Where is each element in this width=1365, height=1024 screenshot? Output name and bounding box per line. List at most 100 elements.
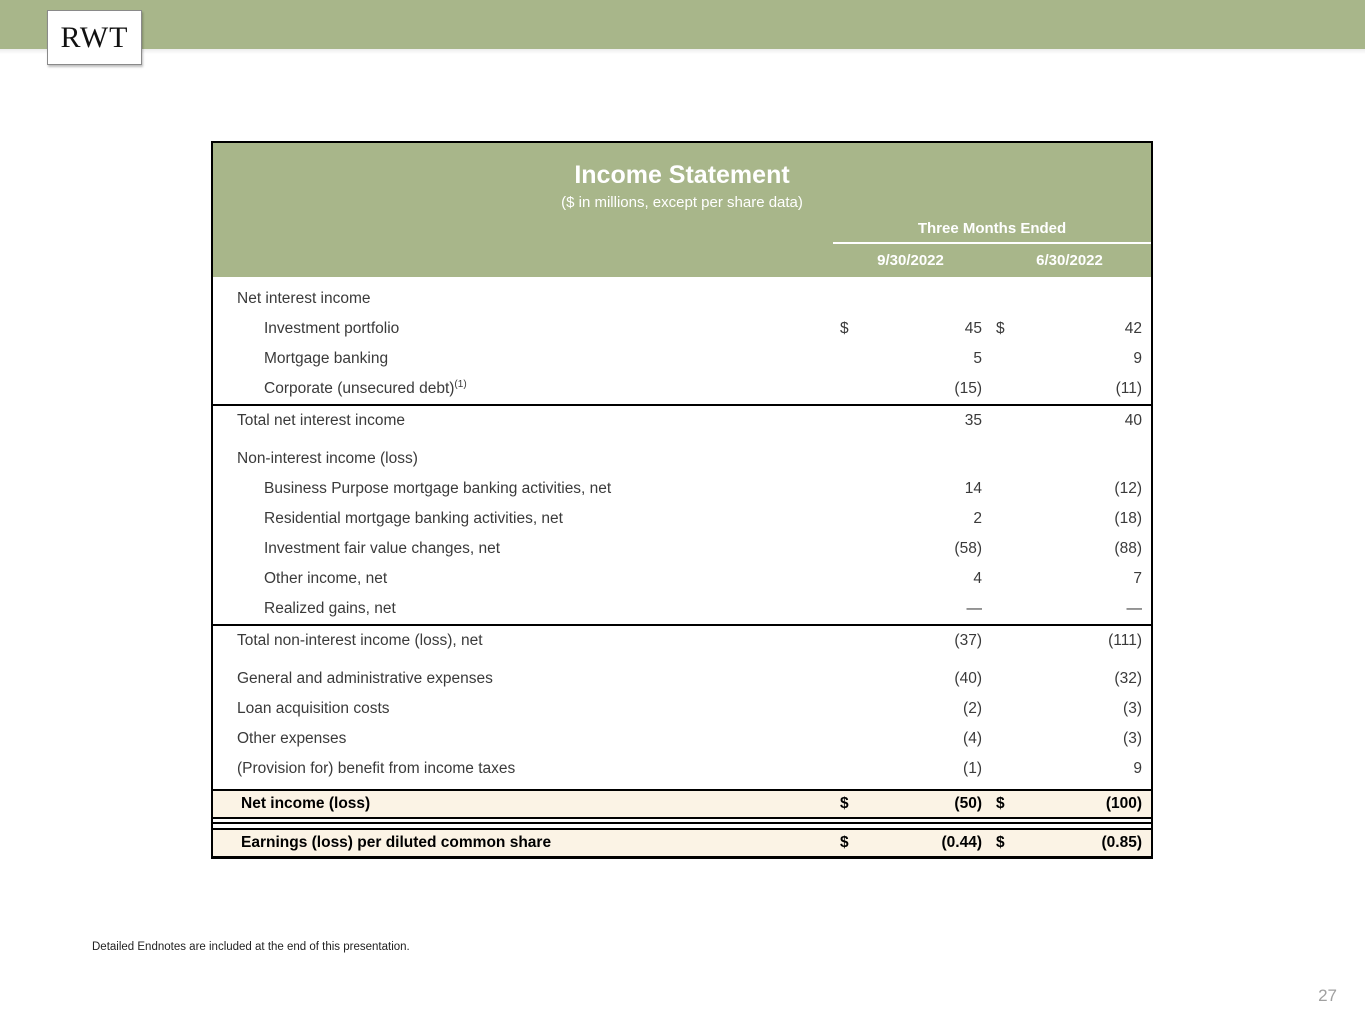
page-number: 27 — [1318, 986, 1337, 1005]
row-label: Other income, net — [264, 570, 388, 587]
value-cell: (1) — [834, 760, 989, 778]
value-cell: $ (0.85) — [989, 834, 1151, 852]
dollar-sign: $ — [840, 834, 849, 851]
value: (32) — [1114, 670, 1142, 687]
value-cell: $ (50) — [834, 795, 989, 813]
value-cell: (88) — [989, 540, 1151, 558]
value: (3) — [1123, 700, 1142, 717]
table-row: Business Purpose mortgage banking activi… — [213, 474, 1151, 504]
value-cell: (4) — [834, 730, 989, 748]
value-cell: 7 — [989, 570, 1151, 588]
period-columns-header: Three Months Ended 9/30/2022 6/30/2022 — [833, 220, 1151, 277]
table-row: Net interest income — [213, 284, 1151, 314]
value-cell: (3) — [989, 730, 1151, 748]
value-cell: (32) — [989, 670, 1151, 688]
value: (15) — [954, 380, 982, 397]
value: (50) — [954, 795, 982, 812]
value-cell: 40 — [989, 412, 1151, 430]
value: (40) — [954, 670, 982, 687]
eps-row: Earnings (loss) per diluted common share… — [213, 828, 1151, 856]
statement-title: Income Statement — [574, 161, 790, 189]
dollar-sign: $ — [996, 834, 1005, 851]
table-row: Loan acquisition costs (2) (3) — [213, 694, 1151, 724]
value: (58) — [954, 540, 982, 557]
value: 7 — [1133, 570, 1142, 587]
value: (2) — [963, 700, 982, 717]
value-cell: (3) — [989, 700, 1151, 718]
row-label: Total net interest income — [237, 412, 406, 429]
value: 5 — [973, 350, 982, 367]
value: (1) — [963, 760, 982, 777]
period-header-label: Three Months Ended — [833, 220, 1151, 244]
row-label: Business Purpose mortgage banking activi… — [264, 480, 612, 497]
row-label: Other expenses — [237, 730, 347, 747]
row-label: Earnings (loss) per diluted common share — [241, 834, 552, 851]
row-label: Residential mortgage banking activities,… — [264, 510, 563, 527]
logo-text: RWT — [60, 20, 129, 54]
statement-section: Net interest income Investment portfolio $… — [213, 277, 1151, 406]
table-row: Total non-interest income (loss), net (37… — [213, 626, 1151, 656]
row-label: General and administrative expenses — [237, 670, 493, 687]
value: 45 — [964, 320, 982, 337]
table-row: Mortgage banking 5 9 — [213, 344, 1151, 374]
value-cell: $45 — [834, 320, 989, 338]
table-row: Corporate (unsecured debt)(1) (15) (11) — [213, 374, 1151, 404]
row-label: Corporate (unsecured debt)(1) — [264, 379, 467, 398]
row-label: Loan acquisition costs — [237, 700, 390, 717]
value: (0.44) — [941, 834, 983, 851]
value-cell: (11) — [989, 380, 1151, 398]
value-cell: 4 — [834, 570, 989, 588]
value: 40 — [1124, 412, 1142, 429]
value-cell: 9 — [989, 760, 1151, 778]
table-row: (Provision for) benefit from income taxe… — [213, 754, 1151, 784]
value-cell: $ (0.44) — [834, 834, 989, 852]
row-label: Total non-interest income (loss), net — [237, 632, 483, 649]
row-label: Mortgage banking — [264, 350, 389, 367]
value-cell: (58) — [834, 540, 989, 558]
value: 9 — [1133, 760, 1142, 777]
value-cell: 35 — [834, 412, 989, 430]
value-cell: (111) — [989, 632, 1151, 650]
value-cell: 2 — [834, 510, 989, 528]
value: 14 — [964, 480, 982, 497]
table-row: Non-interest income (loss) — [213, 444, 1151, 474]
value: (0.85) — [1101, 834, 1143, 851]
table-row: Other income, net 4 7 — [213, 564, 1151, 594]
value-cell: (12) — [989, 480, 1151, 498]
value-cell: — — [989, 600, 1151, 618]
value-cell: $42 — [989, 320, 1151, 338]
value: 9 — [1133, 350, 1142, 367]
table-row: Investment fair value changes, net (58) (8… — [213, 534, 1151, 564]
value: (12) — [1114, 480, 1142, 497]
row-label: Net income (loss) — [241, 795, 371, 812]
dollar-sign: $ — [996, 795, 1005, 812]
value-cell: 14 — [834, 480, 989, 498]
table-row: Residential mortgage banking activities,… — [213, 504, 1151, 534]
value-cell: 5 — [834, 350, 989, 368]
column-header-q2: 6/30/2022 — [1036, 252, 1103, 269]
value: (11) — [1115, 380, 1142, 397]
table-row: General and administrative expenses (40) (… — [213, 664, 1151, 694]
top-banner — [0, 0, 1365, 49]
row-label: Net interest income — [237, 290, 371, 307]
value: 2 — [973, 510, 982, 527]
value: — — [966, 600, 983, 617]
table-row: Other expenses (4) (3) — [213, 724, 1151, 754]
value: 4 — [973, 570, 982, 587]
row-label: Investment portfolio — [264, 320, 400, 337]
value: — — [1126, 600, 1143, 617]
value-cell: $ (100) — [989, 795, 1151, 813]
date-columns: 9/30/2022 6/30/2022 — [833, 244, 1151, 277]
statement-body: Net interest income Investment portfolio $… — [213, 277, 1151, 791]
value: 42 — [1124, 320, 1142, 337]
net-income-row: Net income (loss) $ (50) $ (100) — [213, 791, 1151, 819]
value-cell: (18) — [989, 510, 1151, 528]
value: 35 — [964, 412, 982, 429]
banner-shadow — [0, 49, 1365, 54]
statement-section: Total non-interest income (loss), net (37… — [213, 626, 1151, 791]
footnote: Detailed Endnotes are included at the en… — [92, 941, 410, 953]
logo-box: RWT — [47, 10, 142, 65]
value-cell: 9 — [989, 350, 1151, 368]
row-spacer — [213, 436, 1151, 444]
income-statement-table: Income Statement ($ in millions, except … — [211, 141, 1153, 859]
